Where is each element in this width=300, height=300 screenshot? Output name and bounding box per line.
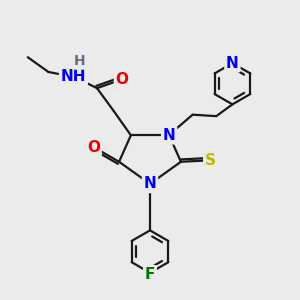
Text: N: N (144, 176, 156, 191)
Text: H: H (74, 54, 85, 68)
Text: O: O (116, 72, 128, 87)
Text: S: S (205, 153, 216, 168)
Text: N: N (163, 128, 175, 143)
Text: N: N (226, 56, 239, 70)
Text: O: O (87, 140, 100, 154)
Text: NH: NH (61, 69, 86, 84)
Text: F: F (145, 267, 155, 282)
